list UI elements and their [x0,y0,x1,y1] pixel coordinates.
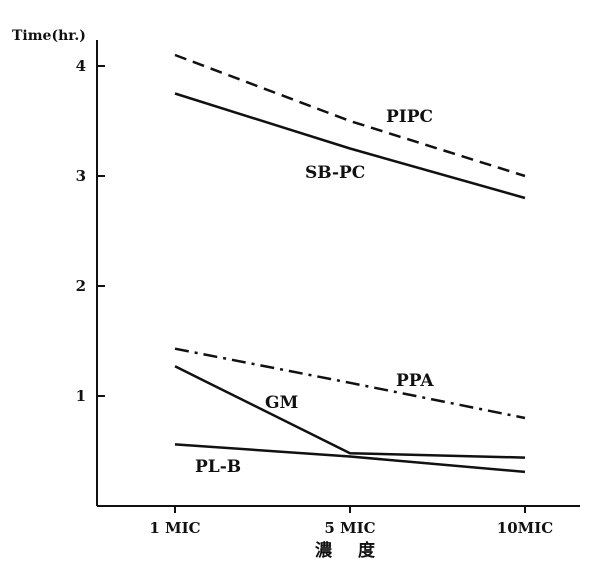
y-tick-label: 4 [76,57,86,75]
series-label-pl-b: PL-B [195,457,241,477]
x-tick-label: 5 MIC [324,519,375,537]
series-line-pl-b [174,443,526,474]
series-label-pipc: PIPC [386,107,433,127]
y-axis-label: Time(hr.) [12,28,86,44]
x-axis-label: 濃 度 [315,540,385,561]
series-label-gm: GM [265,393,299,413]
y-tick-label: 3 [76,167,86,185]
x-tick-label: 1 MIC [149,519,200,537]
series-line-gm [174,365,526,459]
y-tick-label: 2 [76,277,86,295]
series-line-ppa [174,347,526,420]
x-tick-label: 10MIC [497,519,553,537]
series-label-ppa: PPA [396,371,434,391]
y-tick-label: 1 [76,387,86,405]
series-line-sb-pc [174,92,526,200]
series-label-sb-pc: SB-PC [305,163,365,183]
series-line-pipc [174,53,526,178]
